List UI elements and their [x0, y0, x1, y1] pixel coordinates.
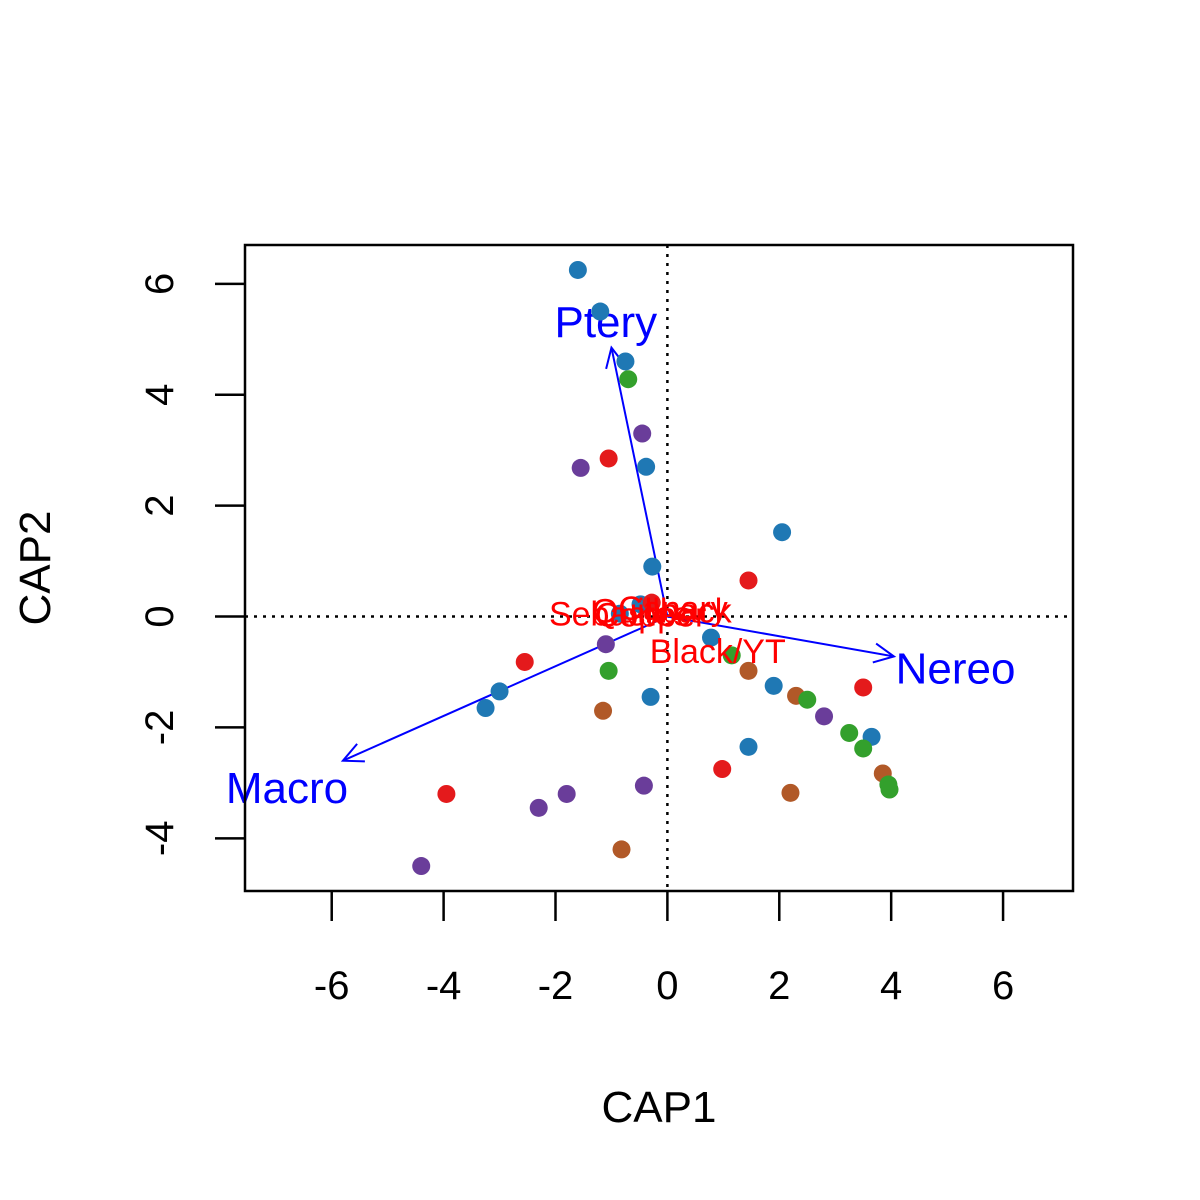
centroid-label: Black/YT: [650, 633, 786, 671]
data-point: [476, 699, 495, 718]
data-point: [633, 424, 652, 443]
data-point: [571, 458, 590, 477]
reference-lines: [245, 245, 1073, 891]
centroid-label: Sebastes: [549, 596, 691, 634]
data-point: [722, 646, 741, 665]
data-point: [641, 687, 660, 706]
vector-arrowhead-macro: [340, 743, 365, 763]
vector-arrowhead-nereo: [872, 642, 897, 664]
data-point: [529, 798, 548, 817]
data-point: [594, 701, 613, 720]
data-point: [596, 635, 615, 654]
data-point: [490, 682, 509, 701]
data-point: [437, 784, 456, 803]
vector-label-nereo: Nereo: [896, 645, 1016, 694]
x-tick-label: -6: [314, 964, 350, 1008]
vector-nereo: [667, 615, 895, 658]
data-point: [643, 557, 662, 576]
data-point: [880, 780, 899, 799]
centroid-label: Canary: [618, 590, 728, 628]
data-point: [798, 690, 817, 709]
x-tick-label: -4: [426, 964, 462, 1008]
axes: -6 -4 -2 0 2 4 6 -4 -2 0 2 4 6: [138, 243, 1075, 1008]
data-point: [412, 857, 431, 876]
data-point: [739, 737, 758, 756]
data-point: [773, 523, 792, 542]
x-axis-label: CAP1: [602, 1083, 717, 1132]
y-tick-label: 4: [138, 384, 182, 406]
y-tick-label: 0: [138, 605, 182, 627]
data-point: [854, 739, 873, 758]
data-point: [642, 593, 661, 612]
x-tick-label: 4: [880, 964, 902, 1008]
data-point: [515, 652, 534, 671]
data-point: [599, 661, 618, 680]
data-point: [634, 776, 653, 795]
x-tick-label: 2: [768, 964, 790, 1008]
y-tick-label: 2: [138, 494, 182, 516]
x-tick-label: 0: [656, 964, 678, 1008]
data-point: [764, 676, 783, 695]
data-point: [568, 260, 587, 279]
data-point: [619, 370, 638, 389]
data-point: [637, 457, 656, 476]
centroid-label: Copper: [595, 597, 707, 635]
y-tick-label: -4: [138, 821, 182, 857]
data-point: [702, 628, 721, 647]
vector-ptery: [610, 347, 669, 617]
data-point: [713, 760, 732, 779]
data-point: [739, 571, 758, 590]
data-point: [781, 783, 800, 802]
data-point: [557, 784, 576, 803]
data-point: [616, 352, 635, 371]
y-tick-label: -2: [138, 710, 182, 746]
data-point: [854, 678, 873, 697]
data-point: [591, 302, 610, 321]
data-point: [612, 840, 631, 859]
centroid-label: Quillback: [592, 593, 733, 631]
plot-frame: [243, 243, 1075, 893]
data-point: [815, 707, 834, 726]
x-tick-label: 6: [992, 964, 1014, 1008]
data-point: [739, 661, 758, 680]
x-tick-label: -2: [538, 964, 574, 1008]
y-axis-label: CAP2: [11, 511, 60, 626]
data-point: [599, 449, 618, 468]
data-point: [610, 604, 629, 623]
y-tick-label: 6: [138, 273, 182, 295]
data-point: [840, 723, 859, 742]
site-points: [412, 260, 899, 876]
